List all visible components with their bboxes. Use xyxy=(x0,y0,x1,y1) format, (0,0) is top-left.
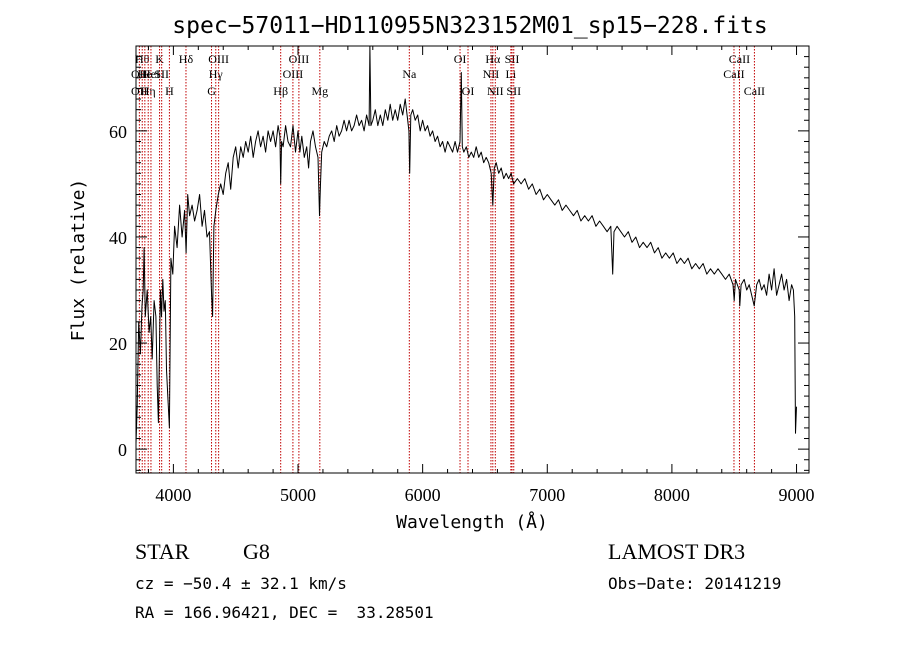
redshift-label: cz = −50.4 ± 32.1 km/s xyxy=(135,574,347,593)
line-marker-label: OIII xyxy=(289,52,310,66)
line-marker-layer: OIIOIIHθHeHηHeIKSIIHHδGHγOIIIHβOIIIOIIIM… xyxy=(131,46,765,473)
plot-frame xyxy=(135,45,810,474)
y-tick-label: 20 xyxy=(109,334,127,354)
y-tick-label: 40 xyxy=(109,228,127,248)
object-class-label: STAR xyxy=(135,539,190,564)
x-axis-label: Wavelength (Å) xyxy=(396,511,548,533)
subclass-label: G8 xyxy=(243,539,270,564)
x-tick-label: 5000 xyxy=(280,485,316,505)
line-marker-label: OI xyxy=(454,52,467,66)
line-marker-label: OIII xyxy=(208,52,229,66)
line-marker-label: NII xyxy=(487,84,504,98)
survey-label: LAMOST DR3 xyxy=(608,539,746,564)
line-marker-label: H xyxy=(165,84,174,98)
coordinates-label: RA = 166.96421, DEC = 33.28501 xyxy=(135,603,434,622)
x-tick-label: 9000 xyxy=(779,485,815,505)
chart-title: spec−57011−HD110955N323152M01_sp15−228.f… xyxy=(172,13,767,39)
line-marker-label: SII xyxy=(505,52,520,66)
line-marker-label: Hβ xyxy=(273,84,288,98)
line-marker-label: SII xyxy=(154,67,169,81)
line-marker-label: K xyxy=(155,52,164,66)
line-marker-label: SII xyxy=(506,84,521,98)
x-tick-label: 4000 xyxy=(155,485,191,505)
line-marker-label: NII xyxy=(483,67,500,81)
line-marker-label: Hθ xyxy=(135,52,150,66)
line-marker-label: G xyxy=(207,84,216,98)
line-marker-label: OI xyxy=(462,84,475,98)
x-tick-label: 8000 xyxy=(654,485,690,505)
line-marker-label: Hδ xyxy=(179,52,194,66)
y-tick-label: 0 xyxy=(118,440,127,460)
x-tick-label: 6000 xyxy=(405,485,441,505)
line-marker-label: Mg xyxy=(311,84,328,98)
line-marker-label: OII xyxy=(131,67,148,81)
line-marker-label: OIII xyxy=(283,67,304,81)
line-marker-label: CaII xyxy=(723,67,744,81)
line-marker-label: Hγ xyxy=(209,67,224,81)
line-marker-label: CaII xyxy=(744,84,765,98)
y-tick-label: 60 xyxy=(109,122,127,142)
line-marker-label: OII xyxy=(131,84,148,98)
x-tick-label: 7000 xyxy=(529,485,565,505)
line-marker-label: Hα xyxy=(485,52,501,66)
line-marker-label: Hη xyxy=(141,84,156,98)
obs-date-label: Obs−Date: 20141219 xyxy=(608,574,782,593)
y-axis-label: Flux (relative) xyxy=(68,179,89,342)
line-marker-label: HeI xyxy=(142,67,160,81)
line-marker-label: CaII xyxy=(729,52,750,66)
line-marker-label: Li xyxy=(506,67,517,81)
spectrum-series-line xyxy=(135,45,797,444)
line-marker-label: Na xyxy=(402,67,417,81)
